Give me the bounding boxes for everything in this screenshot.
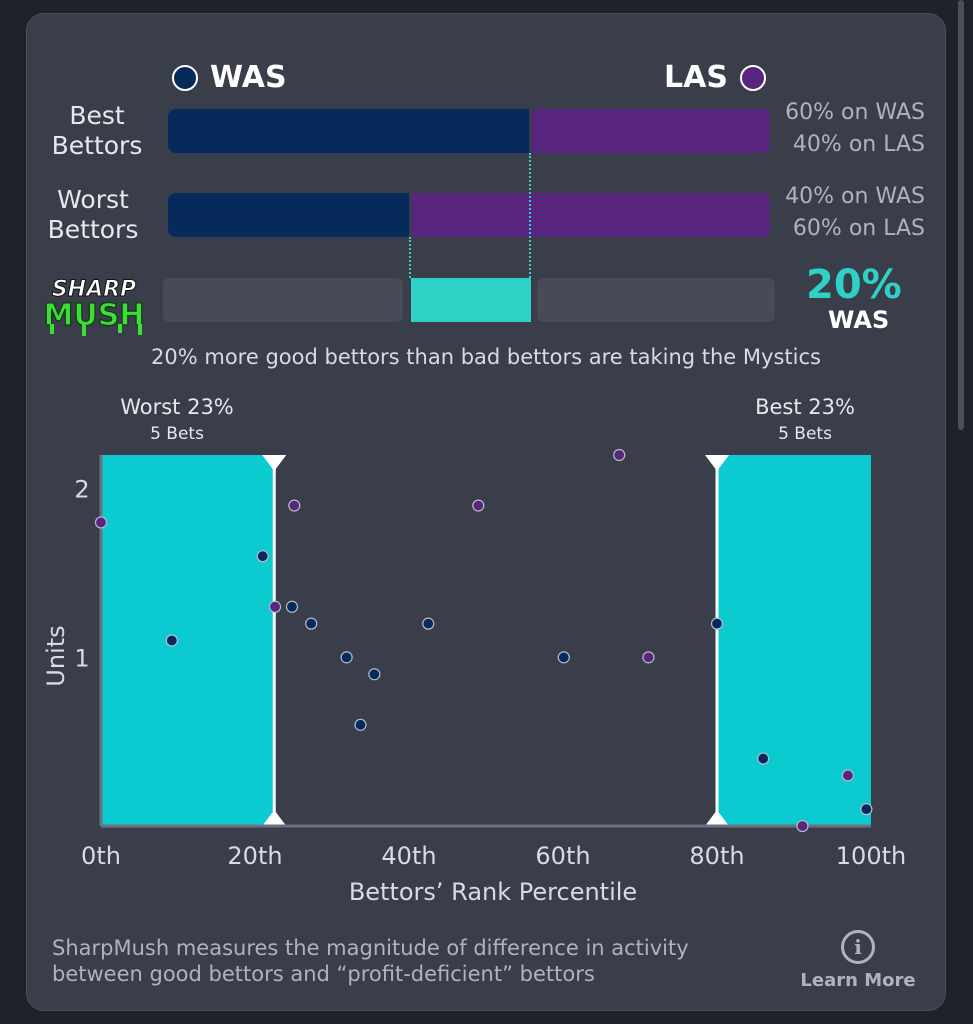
point-las	[613, 448, 626, 462]
band-right-title: Best 23%	[755, 395, 855, 419]
team-left-dot-icon	[172, 64, 198, 91]
sharpmush-value: 20%	[806, 262, 902, 308]
point-las	[642, 651, 655, 664]
footer-line2: between good bettors and “profit-deficie…	[52, 962, 595, 986]
team-left-name: WAS	[210, 60, 287, 95]
best-bettors-label: Best Bettors	[42, 101, 152, 161]
point-was	[285, 600, 299, 613]
point-las	[268, 600, 282, 613]
y-tick-label: 2	[74, 476, 89, 504]
team-right-dot-icon	[739, 64, 766, 91]
point-was	[557, 651, 570, 664]
band-left-subtitle: 5 Bets	[150, 424, 204, 444]
x-tick-label: 20th	[227, 842, 282, 870]
point-was	[340, 651, 353, 664]
point-was	[354, 718, 367, 731]
best-was-bar	[168, 109, 530, 153]
x-tick-label: 40th	[381, 842, 436, 870]
worst-las-bar	[411, 193, 770, 237]
best-was-pct: 60% on WAS	[785, 100, 925, 125]
team-right: LAS	[664, 60, 766, 95]
worst-was-pct: 40% on WAS	[785, 184, 925, 209]
point-was	[710, 617, 724, 630]
band-right-bottom-triangle	[705, 810, 729, 826]
sharpmush-caption: 20% more good bettors than bad bettors a…	[151, 345, 821, 369]
best-label-line1: Best	[69, 101, 125, 130]
band-right-top-triangle	[705, 455, 729, 471]
x-tick-label: 60th	[535, 842, 590, 870]
point-was	[305, 617, 318, 630]
x-tick-label: 100th	[836, 842, 906, 870]
band-left-title: Worst 23%	[120, 395, 234, 419]
point-was	[422, 617, 435, 630]
scrollbar[interactable]	[958, 0, 964, 430]
point-las	[94, 516, 108, 529]
band-left-top-triangle	[262, 455, 287, 471]
point-las	[796, 819, 809, 833]
logo-text-top: SHARP	[52, 277, 136, 302]
footer-note: SharpMush measures the magnitude of diff…	[52, 935, 772, 987]
y-tick-label: 1	[74, 644, 89, 672]
point-was	[165, 634, 178, 647]
mush-fill	[410, 278, 532, 322]
point-las	[288, 499, 301, 512]
best-label-line2: Bettors	[51, 131, 143, 160]
point-was	[860, 803, 873, 816]
band-right	[717, 455, 871, 826]
mush-track-left	[163, 278, 403, 322]
info-icon: i	[841, 930, 875, 964]
sharpmush-team: WAS	[828, 306, 890, 334]
learn-more-label: Learn More	[800, 970, 916, 991]
band-right-subtitle: 5 Bets	[778, 424, 832, 444]
x-axis-label: Bettors’ Rank Percentile	[349, 878, 637, 906]
learn-more-button[interactable]: i Learn More	[800, 930, 916, 991]
sharpmush-logo: SHARP MUSH	[43, 277, 145, 336]
best-las-bar	[532, 109, 770, 153]
band-left-bottom-triangle	[262, 810, 287, 826]
worst-las-pct: 60% on LAS	[792, 216, 925, 241]
worst-label-line2: Bettors	[47, 215, 139, 244]
logo-text-bottom: MUSH	[44, 298, 145, 333]
point-las	[472, 499, 485, 512]
point-was	[256, 550, 269, 563]
worst-was-bar	[168, 193, 409, 237]
x-tick-label: 80th	[689, 842, 744, 870]
band-left	[101, 455, 275, 826]
y-axis-label: Units	[42, 625, 70, 686]
team-right-name: LAS	[664, 60, 728, 95]
x-tick-label: 0th	[81, 842, 121, 870]
best-split-dash	[529, 153, 532, 278]
worst-bettors-label: Worst Bettors	[38, 185, 148, 245]
best-pct: 60% on WAS 40% on LAS	[775, 97, 925, 161]
point-was	[368, 668, 381, 681]
point-las	[841, 769, 855, 782]
point-was	[757, 752, 770, 765]
worst-label-line1: Worst	[57, 185, 129, 214]
footer-line1: SharpMush measures the magnitude of diff…	[52, 936, 689, 960]
team-left: WAS	[172, 60, 287, 95]
best-las-pct: 40% on LAS	[792, 132, 925, 157]
worst-split-dash	[408, 237, 411, 278]
mush-track-right	[537, 278, 775, 322]
worst-pct: 40% on WAS 60% on LAS	[775, 181, 925, 245]
